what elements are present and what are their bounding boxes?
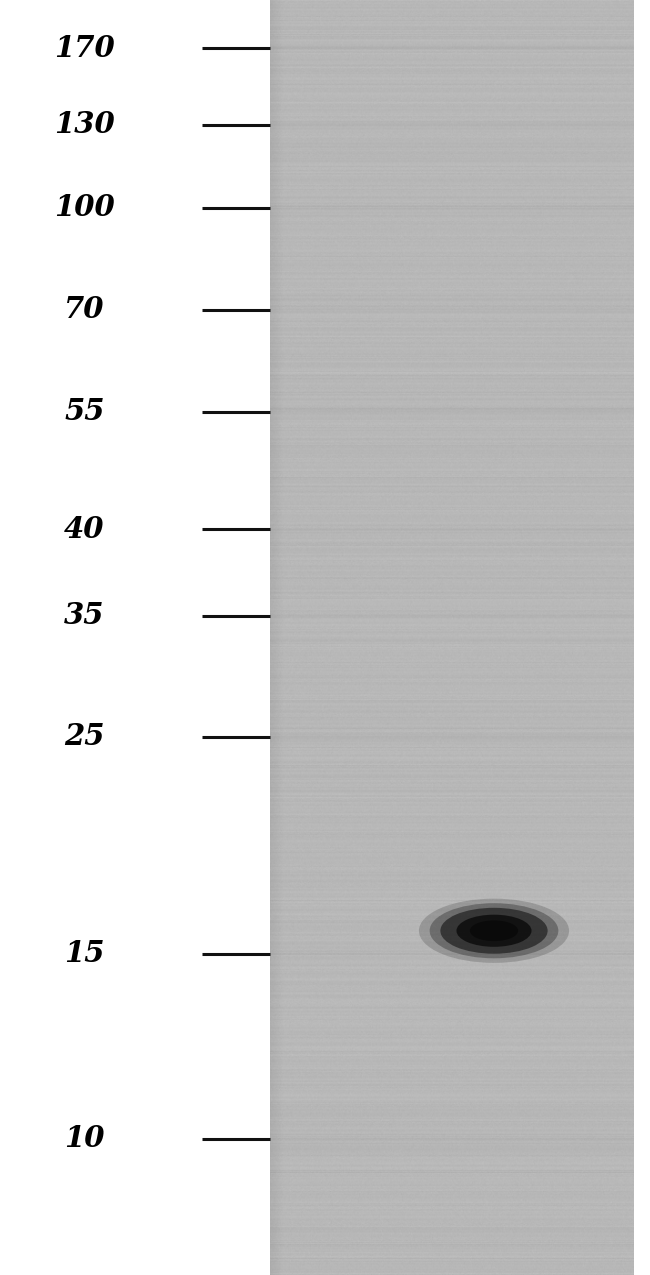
Text: 35: 35 [64, 602, 105, 630]
Text: 100: 100 [54, 194, 115, 222]
Text: 170: 170 [54, 34, 115, 62]
Ellipse shape [419, 899, 569, 963]
Ellipse shape [430, 903, 558, 959]
Text: 15: 15 [64, 940, 105, 968]
Text: 70: 70 [64, 296, 105, 324]
Text: 130: 130 [54, 111, 115, 139]
Text: 25: 25 [64, 723, 105, 751]
Text: 10: 10 [64, 1125, 105, 1153]
Ellipse shape [470, 921, 518, 941]
Ellipse shape [456, 914, 532, 947]
Ellipse shape [441, 908, 547, 954]
Text: 55: 55 [64, 398, 105, 426]
Text: 40: 40 [64, 515, 105, 543]
